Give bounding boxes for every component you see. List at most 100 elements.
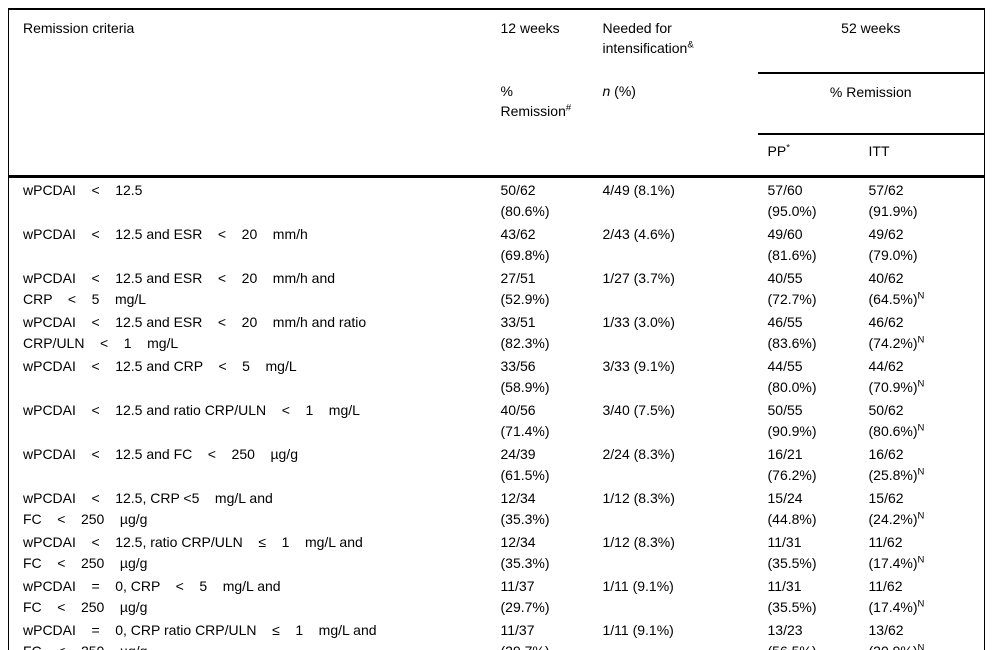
pp-cell: 46/55 (83.6%): [767, 314, 817, 351]
pp-cell: 11/31 (35.5%): [767, 534, 817, 571]
remission-12w-cell: 50/62 (80.6%): [500, 182, 550, 219]
intensification-cell: 1/27 (3.7%): [602, 270, 675, 286]
footnote-marker-n: N: [917, 598, 925, 610]
pp-cell: 11/31 (35.5%): [767, 578, 817, 615]
itt-cell: 40/62 (64.5%)N: [867, 266, 985, 310]
col-subheader-pct-remission-12w-label: % Remission: [500, 83, 566, 119]
pp-cell: 50/55 (90.9%): [767, 402, 817, 439]
footnote-marker-asterisk: *: [786, 142, 790, 154]
footnote-marker-n: N: [917, 510, 925, 522]
table-row: wPCDAI < 12.5, ratio CRP/ULN ≤ 1 mg/L an…: [9, 530, 985, 574]
remission-12w-cell: 12/34 (35.3%): [500, 490, 550, 527]
intensification-cell: 2/24 (8.3%): [602, 446, 675, 462]
itt-value: 13/62 (20.9%): [868, 622, 918, 650]
footnote-marker-n: N: [917, 554, 925, 566]
criteria-cell: wPCDAI < 12.5 and ratio CRP/ULN < 1 mg/L: [23, 402, 360, 418]
footnote-marker-ampersand: &: [687, 39, 694, 51]
table-row: wPCDAI < 12.5 50/62 (80.6%) 4/49 (8.1%) …: [9, 177, 985, 223]
table-row: wPCDAI < 12.5 and ESR < 20 mm/h and rati…: [9, 310, 985, 354]
col-subheader-n-pct-rest: (%): [610, 83, 636, 99]
header-row-analysis-sets: PP* ITT: [8, 134, 985, 178]
remission-12w-cell: 40/56 (71.4%): [500, 402, 550, 439]
header-spacer: [498, 134, 599, 178]
itt-cell: 44/62 (70.9%)N: [867, 354, 985, 398]
footnote-marker-n: N: [917, 290, 925, 302]
intensification-cell: 1/12 (8.3%): [602, 490, 675, 506]
itt-value: 40/62 (64.5%): [868, 270, 918, 307]
itt-value: 57/62 (91.9%): [868, 182, 918, 219]
criteria-cell: wPCDAI < 12.5: [23, 182, 143, 198]
pp-cell: 16/21 (76.2%): [767, 446, 817, 483]
intensification-cell: 1/11 (9.1%): [602, 578, 674, 594]
col-header-remission-criteria: Remission criteria: [9, 9, 499, 73]
itt-cell: 13/62 (20.9%)N: [867, 618, 985, 650]
itt-value: 49/62 (79.0%): [868, 226, 918, 263]
criteria-cell: wPCDAI < 12.5, CRP <5 mg/L and FC < 250 …: [23, 490, 273, 527]
criteria-cell: wPCDAI < 12.5 and CRP < 5 mg/L: [23, 358, 297, 374]
col-header-pp-label: PP: [767, 143, 787, 159]
col-header-12-weeks: 12 weeks: [499, 9, 599, 73]
header-row-measures: % Remission# n (%) % Remission: [9, 73, 985, 135]
remission-12w-cell: 33/56 (58.9%): [500, 358, 550, 395]
criteria-cell: wPCDAI = 0, CRP < 5 mg/L and FC < 250 µg…: [23, 578, 281, 615]
pp-cell: 57/60 (95.0%): [767, 182, 817, 219]
itt-value: 15/62 (24.2%): [868, 490, 918, 527]
criteria-cell: wPCDAI < 12.5 and ESR < 20 mm/h and rati…: [23, 314, 367, 351]
criteria-cell: wPCDAI < 12.5 and ESR < 20 mm/h and CRP …: [23, 270, 336, 307]
pp-cell: 49/60 (81.6%): [767, 226, 817, 263]
intensification-cell: 3/33 (9.1%): [602, 358, 675, 374]
header-spacer: [598, 134, 758, 178]
col-header-52-weeks: 52 weeks: [757, 9, 985, 74]
col-subheader-pct-remission-52w: % Remission: [757, 73, 985, 135]
col-header-pp: PP*: [757, 134, 867, 178]
remission-12w-cell: 33/51 (82.3%): [500, 314, 550, 351]
footnote-marker-n: N: [917, 466, 925, 478]
header-row-groups: Remission criteria 12 weeks Needed for i…: [9, 9, 985, 74]
itt-cell: 46/62 (74.2%)N: [867, 310, 985, 354]
col-header-remission-criteria-label: Remission criteria: [23, 20, 135, 36]
intensification-cell: 3/40 (7.5%): [602, 402, 675, 418]
pp-cell: 13/23 (56.5%): [767, 622, 817, 650]
itt-cell: 49/62 (79.0%): [867, 222, 985, 266]
remission-12w-cell: 24/39 (61.5%): [500, 446, 550, 483]
table-row: wPCDAI < 12.5 and ESR < 20 mm/h 43/62 (6…: [9, 222, 985, 266]
table-row: wPCDAI < 12.5, CRP <5 mg/L and FC < 250 …: [9, 486, 985, 530]
table-row: wPCDAI < 12.5 and ratio CRP/ULN < 1 mg/L…: [9, 398, 985, 442]
criteria-cell: wPCDAI < 12.5 and FC < 250 µg/g: [23, 446, 298, 462]
itt-cell: 16/62 (25.8%)N: [867, 442, 985, 486]
itt-cell: 11/62 (17.4%)N: [867, 530, 985, 574]
remission-12w-cell: 27/51 (52.9%): [500, 270, 550, 307]
intensification-cell: 1/33 (3.0%): [602, 314, 675, 330]
footnote-marker-hash: #: [565, 102, 572, 114]
col-header-12-weeks-label: 12 weeks: [500, 20, 560, 36]
criteria-cell: wPCDAI = 0, CRP ratio CRP/ULN ≤ 1 mg/L a…: [23, 622, 377, 650]
col-subheader-n-pct: n (%): [599, 73, 758, 134]
remission-12w-cell: 43/62 (69.8%): [500, 226, 550, 263]
intensification-cell: 4/49 (8.1%): [602, 182, 675, 198]
footnote-marker-n: N: [917, 642, 925, 650]
remission-12w-cell: 11/37 (29.7%): [500, 622, 550, 650]
col-header-intensification-label: Needed for intensification: [602, 20, 688, 56]
intensification-cell: 2/43 (4.6%): [602, 226, 675, 242]
itt-value: 50/62 (80.6%): [868, 402, 918, 439]
itt-value: 11/62 (17.4%): [868, 534, 918, 571]
itt-cell: 15/62 (24.2%)N: [867, 486, 985, 530]
table-row: wPCDAI = 0, CRP < 5 mg/L and FC < 250 µg…: [9, 574, 985, 618]
footnote-marker-n: N: [917, 378, 925, 390]
footnote-marker-n: N: [917, 422, 925, 434]
itt-cell: 57/62 (91.9%): [867, 177, 985, 223]
criteria-cell: wPCDAI < 12.5, ratio CRP/ULN ≤ 1 mg/L an…: [23, 534, 363, 571]
itt-value: 16/62 (25.8%): [868, 446, 918, 483]
header-spacer: [9, 73, 499, 134]
itt-value: 46/62 (74.2%): [868, 314, 918, 351]
table-row: wPCDAI < 12.5 and CRP < 5 mg/L 33/56 (58…: [9, 354, 985, 398]
pp-cell: 44/55 (80.0%): [767, 358, 817, 395]
col-subheader-n-italic: n: [602, 83, 611, 99]
footnote-marker-n: N: [917, 334, 925, 346]
pp-cell: 40/55 (72.7%): [767, 270, 817, 307]
header-spacer: [8, 134, 499, 178]
table-row: wPCDAI < 12.5 and ESR < 20 mm/h and CRP …: [9, 266, 985, 310]
table-body: wPCDAI < 12.5 50/62 (80.6%) 4/49 (8.1%) …: [9, 177, 985, 650]
criteria-cell: wPCDAI < 12.5 and ESR < 20 mm/h: [23, 226, 308, 242]
